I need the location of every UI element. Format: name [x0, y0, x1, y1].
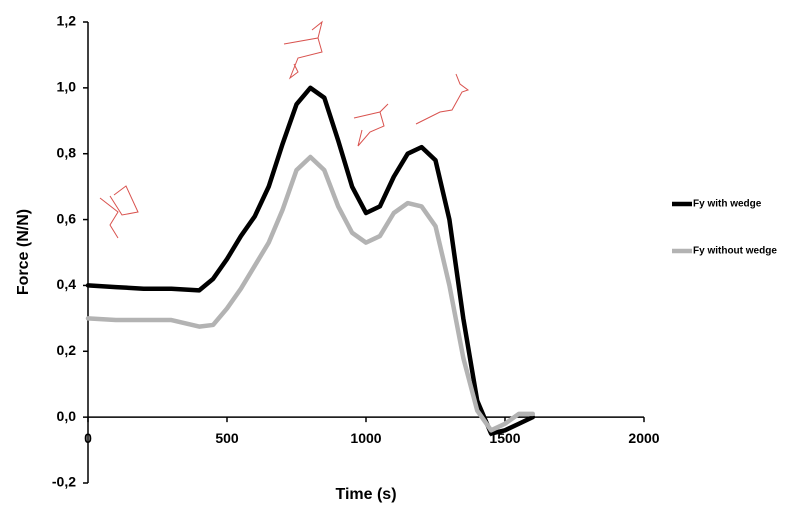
line-series	[85, 85, 536, 436]
y-tick-label: 0,6	[57, 210, 77, 226]
y-tick-label: 0,4	[57, 276, 77, 292]
y-tick-label: 1,0	[57, 79, 77, 95]
x-tick-label: 500	[215, 430, 239, 446]
x-tick-label: 0	[84, 430, 92, 446]
x-tick-label: 2000	[628, 430, 659, 446]
legend-label: Fy without wedge	[693, 246, 777, 257]
stick-figure	[379, 103, 389, 113]
stick-figure	[99, 197, 119, 239]
stick-figure	[283, 37, 323, 80]
x-axis-title: Time (s)	[335, 486, 396, 503]
stick-figure	[311, 20, 323, 39]
y-axis-title: Force (N/N)	[15, 209, 32, 295]
legend-label: Fy with wedge	[693, 199, 762, 210]
stick-figure	[353, 111, 385, 147]
line-series	[85, 154, 536, 433]
y-tick-label: 1,2	[57, 13, 77, 29]
y-tick-label: 0,8	[57, 144, 77, 160]
stick-figures	[99, 20, 470, 239]
stick-figure	[109, 185, 139, 216]
y-tick-label: 0,0	[57, 408, 77, 424]
y-tick-label: -0,2	[52, 474, 76, 490]
x-tick-label: 1000	[350, 430, 381, 446]
stick-figure	[415, 73, 470, 125]
y-tick-label: 0,2	[57, 342, 77, 358]
